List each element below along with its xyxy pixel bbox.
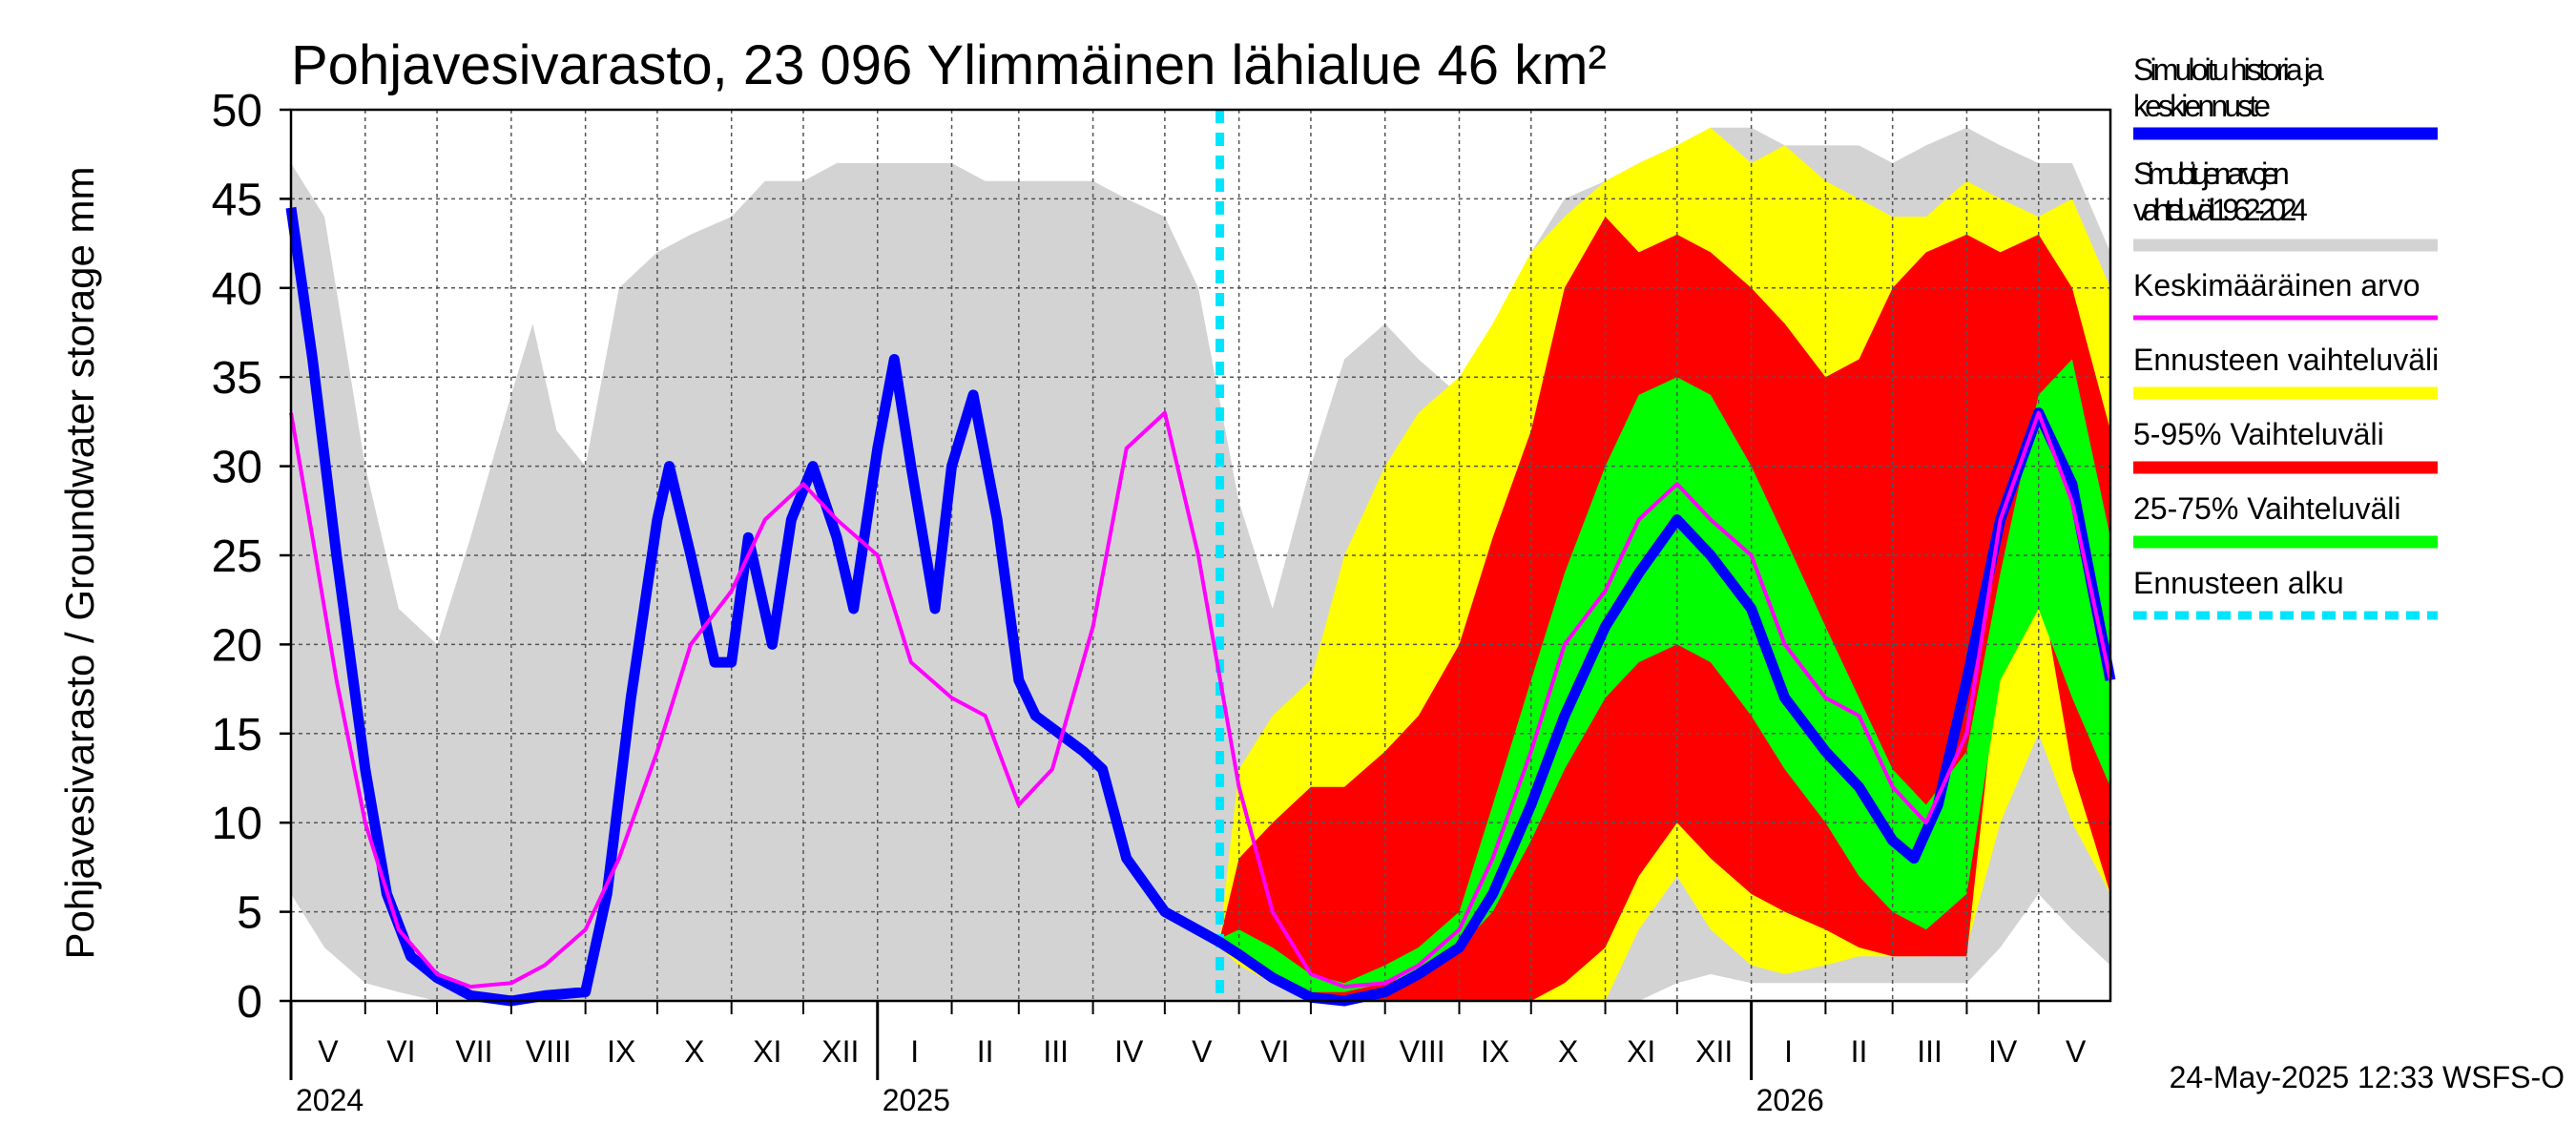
month-label: V — [1192, 1034, 1213, 1069]
y-tick-label: 50 — [212, 86, 262, 136]
year-label: 2025 — [883, 1083, 950, 1117]
month-label: II — [1851, 1034, 1868, 1069]
month-label: V — [2066, 1034, 2087, 1069]
legend-label: 25-75% Vaihteluväli — [2133, 491, 2400, 526]
legend-label: Keskimääräinen arvo — [2133, 268, 2420, 302]
y-axis-ticks: 0 5 10 15 20 25 30 35 40 45 50 — [212, 86, 291, 1028]
legend-label: Ennusteen vaihteluväli — [2133, 343, 2439, 377]
month-label: IV — [1114, 1034, 1144, 1069]
year-label: 2026 — [1756, 1083, 1824, 1117]
month-label: II — [977, 1034, 994, 1069]
legend: Simuloitu historia ja keskiennuste Simuloi… — [2133, 52, 2439, 620]
month-label: XI — [753, 1034, 781, 1069]
month-label: III — [1917, 1034, 1942, 1069]
y-tick-label: 15 — [212, 710, 262, 760]
month-label: VII — [455, 1034, 492, 1069]
year-label: 2024 — [296, 1083, 364, 1117]
month-label: VIII — [1400, 1034, 1445, 1069]
month-label: IV — [1988, 1034, 2018, 1069]
month-label: IX — [607, 1034, 635, 1069]
grid-lines — [291, 110, 2110, 1001]
month-label: X — [684, 1034, 704, 1069]
month-label: X — [1558, 1034, 1578, 1069]
month-label: I — [910, 1034, 919, 1069]
month-label: V — [318, 1034, 339, 1069]
month-label: I — [1784, 1034, 1793, 1069]
month-label: XII — [821, 1034, 859, 1069]
legend-label: Simuloitu historia ja keskiennuste — [2133, 52, 2324, 123]
month-label: VI — [1260, 1034, 1289, 1069]
y-tick-label: 30 — [212, 443, 262, 493]
y-tick-label: 10 — [212, 799, 262, 849]
y-tick-label: 20 — [212, 620, 262, 671]
x-axis-months: V VI VII VIII IX X XI XII I II III IV V VI VII VIII IX X X… — [289, 1001, 2087, 1117]
y-tick-label: 40 — [212, 264, 262, 315]
y-axis-label: Pohjavesivarasto / Groundwater storage m… — [57, 166, 102, 959]
legend-label: Simuloitujen arvojen vaihteluväli 1962-20… — [2133, 156, 2308, 227]
chart-title: Pohjavesivarasto, 23 096 Ylimmäinen lähi… — [291, 34, 1607, 96]
y-tick-label: 25 — [212, 531, 262, 582]
timestamp: 24-May-2025 12:33 WSFS-O — [2170, 1060, 2565, 1094]
month-label: IX — [1481, 1034, 1509, 1069]
legend-label: 5-95% Vaihteluväli — [2133, 417, 2384, 451]
y-tick-label: 45 — [212, 175, 262, 225]
y-tick-label: 0 — [237, 977, 262, 1028]
month-label: VIII — [526, 1034, 571, 1069]
y-tick-label: 35 — [212, 353, 262, 404]
month-label: III — [1043, 1034, 1069, 1069]
month-label: VI — [386, 1034, 415, 1069]
series-line-0000ff — [285, 206, 2116, 1007]
legend-label: Ennusteen alku — [2133, 566, 2344, 600]
y-tick-label: 5 — [237, 888, 262, 939]
series-lines — [285, 110, 2116, 1007]
month-label: XII — [1695, 1034, 1733, 1069]
month-label: VII — [1329, 1034, 1366, 1069]
month-label: XI — [1627, 1034, 1655, 1069]
series-line-ff00ff — [289, 410, 2112, 989]
